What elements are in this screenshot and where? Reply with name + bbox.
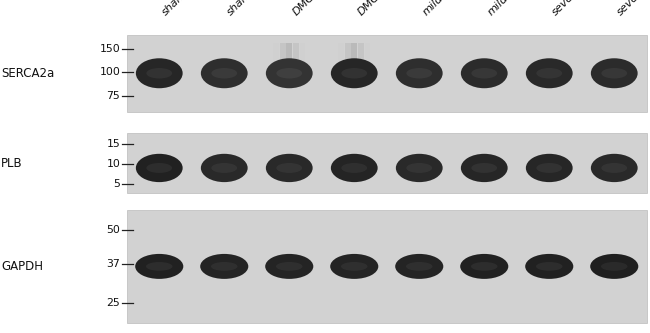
Ellipse shape <box>200 254 248 279</box>
Bar <box>345 43 350 63</box>
Ellipse shape <box>536 68 562 79</box>
Text: PLB: PLB <box>1 157 23 170</box>
Ellipse shape <box>396 58 443 88</box>
Ellipse shape <box>146 68 172 79</box>
Ellipse shape <box>265 254 313 279</box>
Ellipse shape <box>211 163 237 173</box>
Text: 75: 75 <box>107 91 120 101</box>
Text: GAPDH: GAPDH <box>1 260 44 273</box>
Ellipse shape <box>135 254 183 279</box>
Ellipse shape <box>136 154 183 182</box>
Bar <box>280 43 285 63</box>
Text: sham-2: sham-2 <box>226 0 262 17</box>
Ellipse shape <box>395 254 443 279</box>
Bar <box>293 43 298 63</box>
Ellipse shape <box>471 68 497 79</box>
Text: 100: 100 <box>99 67 120 77</box>
Ellipse shape <box>461 154 508 182</box>
Bar <box>287 43 292 63</box>
Ellipse shape <box>460 254 508 279</box>
Ellipse shape <box>341 163 367 173</box>
Text: DMCT-1: DMCT-1 <box>291 0 328 17</box>
Ellipse shape <box>406 262 432 271</box>
Ellipse shape <box>330 254 378 279</box>
Text: severe-2: severe-2 <box>616 0 650 17</box>
Ellipse shape <box>601 262 627 271</box>
Ellipse shape <box>136 58 183 88</box>
Bar <box>300 43 305 63</box>
Ellipse shape <box>201 58 248 88</box>
Ellipse shape <box>471 163 497 173</box>
Ellipse shape <box>471 262 497 271</box>
Ellipse shape <box>146 163 172 173</box>
Bar <box>352 43 357 63</box>
Bar <box>127 210 647 323</box>
Text: 10: 10 <box>107 160 120 169</box>
Text: mild-1: mild-1 <box>421 0 452 17</box>
Ellipse shape <box>406 68 432 79</box>
Bar <box>274 43 279 63</box>
Text: SERCA2a: SERCA2a <box>1 67 55 80</box>
Ellipse shape <box>590 254 638 279</box>
Text: 37: 37 <box>107 259 120 269</box>
Ellipse shape <box>331 154 378 182</box>
Ellipse shape <box>396 154 443 182</box>
Ellipse shape <box>406 163 432 173</box>
Ellipse shape <box>341 68 367 79</box>
Ellipse shape <box>341 262 367 271</box>
Ellipse shape <box>601 68 627 79</box>
Ellipse shape <box>601 163 627 173</box>
Text: 15: 15 <box>107 139 120 149</box>
Text: mild-2: mild-2 <box>486 0 517 17</box>
Ellipse shape <box>591 58 638 88</box>
Bar <box>127 35 647 112</box>
Text: 150: 150 <box>99 44 120 54</box>
Ellipse shape <box>526 58 573 88</box>
Text: 25: 25 <box>107 298 120 308</box>
Text: severe-1: severe-1 <box>551 0 592 17</box>
Ellipse shape <box>211 262 237 271</box>
Bar <box>358 43 363 63</box>
Text: 5: 5 <box>113 179 120 189</box>
Ellipse shape <box>276 163 302 173</box>
Ellipse shape <box>266 58 313 88</box>
Ellipse shape <box>211 68 237 79</box>
Ellipse shape <box>146 262 172 271</box>
Ellipse shape <box>536 262 562 271</box>
Ellipse shape <box>201 154 248 182</box>
Ellipse shape <box>276 68 302 79</box>
Ellipse shape <box>591 154 638 182</box>
Text: DMCT-2: DMCT-2 <box>356 0 393 17</box>
Ellipse shape <box>331 58 378 88</box>
Bar <box>339 43 344 63</box>
Ellipse shape <box>526 154 573 182</box>
Ellipse shape <box>536 163 562 173</box>
Ellipse shape <box>525 254 573 279</box>
Ellipse shape <box>461 58 508 88</box>
Text: sham-1: sham-1 <box>161 0 197 17</box>
Ellipse shape <box>276 262 302 271</box>
Bar <box>365 43 370 63</box>
Bar <box>127 133 647 193</box>
Text: 50: 50 <box>107 225 120 235</box>
Ellipse shape <box>266 154 313 182</box>
